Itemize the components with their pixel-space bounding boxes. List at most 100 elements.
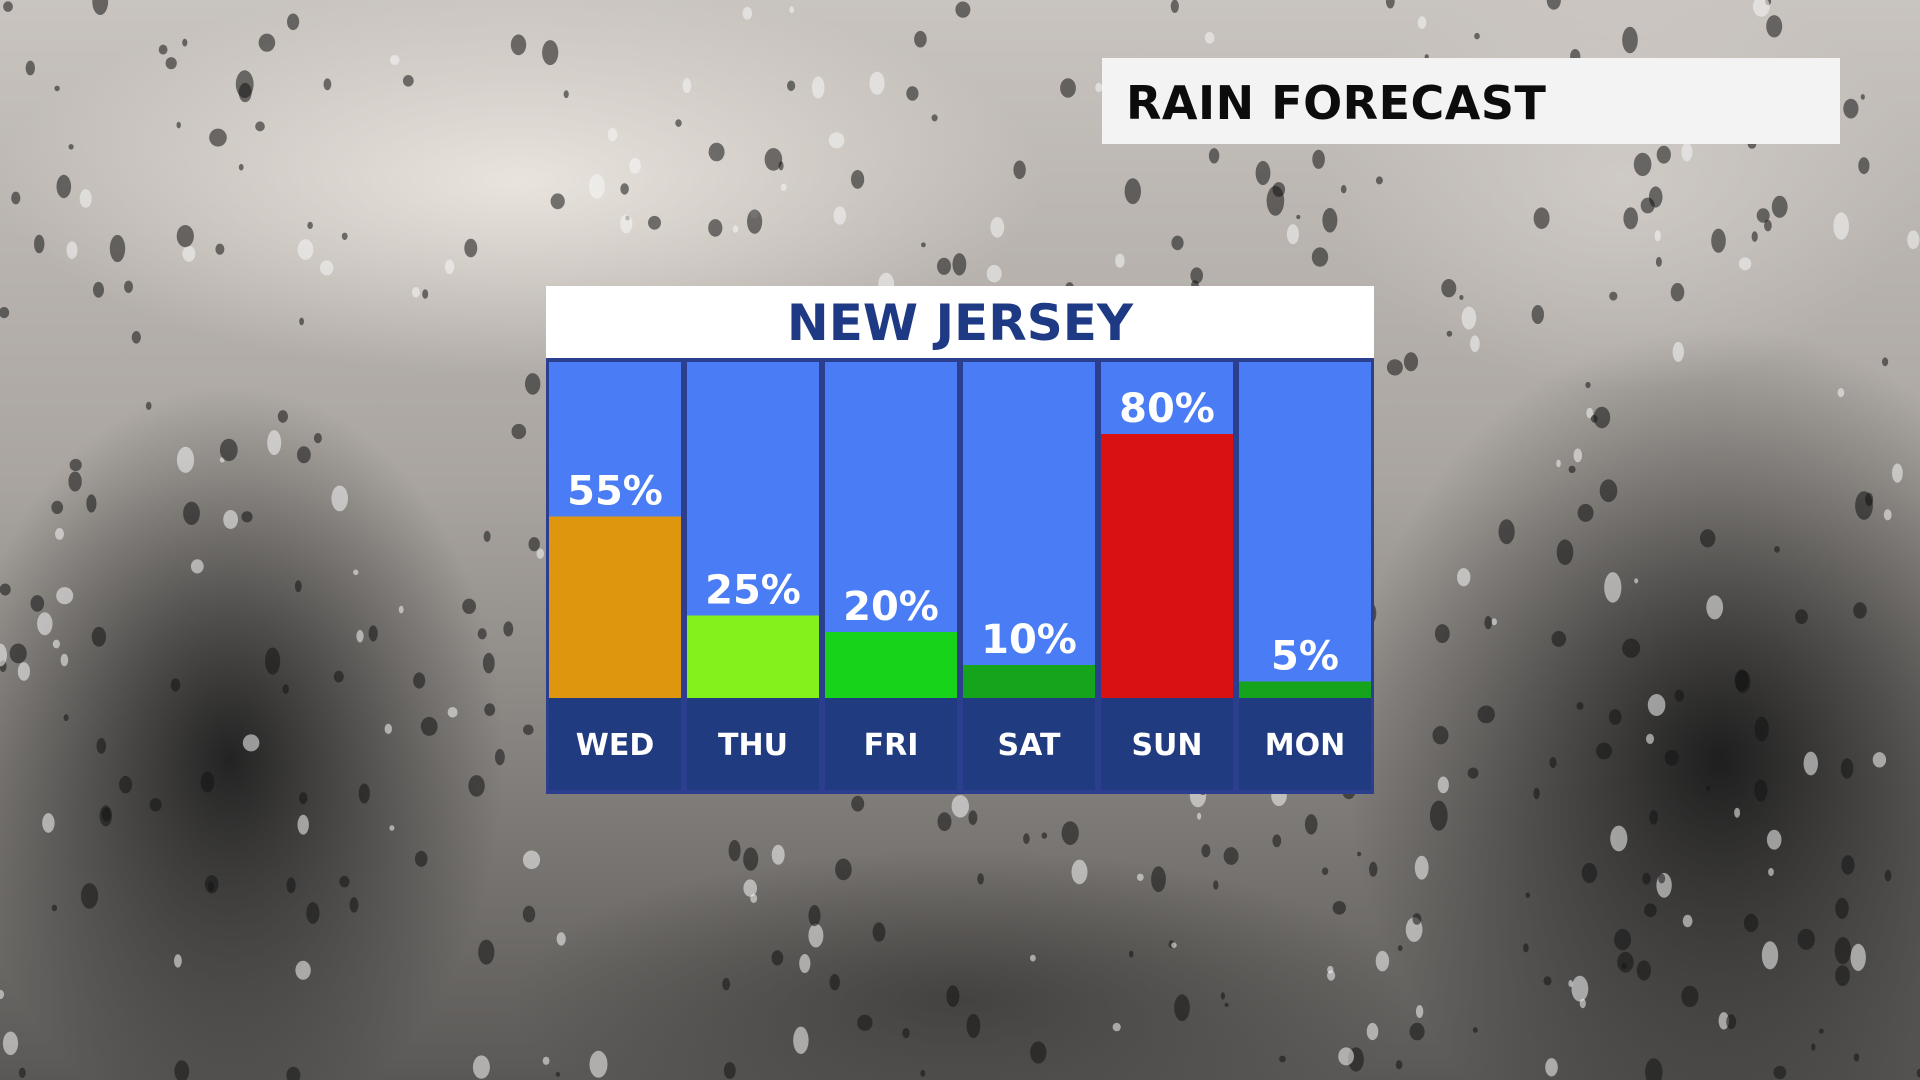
raindrop <box>353 569 359 576</box>
raindrop <box>1718 1012 1730 1030</box>
raindrop <box>828 132 845 149</box>
raindrop <box>1171 942 1177 948</box>
raindrop <box>522 850 541 870</box>
raindrop <box>1357 851 1362 857</box>
raindrop <box>555 1072 561 1077</box>
raindrop <box>1835 965 1850 986</box>
raindrop <box>722 977 731 991</box>
day-label: WED <box>576 728 655 763</box>
raindrop <box>149 798 162 812</box>
raindrop <box>1446 330 1453 337</box>
raindrop <box>1556 539 1574 565</box>
raindrop <box>1837 388 1845 398</box>
raindrop <box>265 647 281 675</box>
raindrop <box>1472 1027 1478 1033</box>
bar-value-label: 55% <box>567 469 663 515</box>
column-background <box>1239 362 1371 698</box>
raindrop <box>411 287 420 298</box>
raindrop <box>145 401 152 410</box>
raindrop <box>1609 291 1618 301</box>
raindrop <box>0 989 5 1000</box>
raindrop <box>1803 751 1819 776</box>
raindrop <box>320 260 334 276</box>
raindrop <box>1656 145 1671 164</box>
raindrop <box>937 257 951 275</box>
raindrop <box>1622 638 1641 658</box>
raindrop <box>313 433 322 444</box>
raindrop <box>464 238 478 258</box>
day-strip <box>963 698 1095 790</box>
raindrop <box>1321 867 1329 875</box>
raindrop <box>1734 807 1741 818</box>
raindrop <box>1375 950 1390 972</box>
raindrop <box>1596 742 1612 760</box>
raindrop <box>219 438 238 462</box>
raindrop <box>1581 862 1598 884</box>
raindrop <box>1766 829 1782 850</box>
raindrop <box>1461 306 1477 330</box>
raindrop <box>182 38 188 47</box>
raindrop <box>1853 1053 1860 1062</box>
raindrop <box>30 595 45 612</box>
raindrop <box>902 1028 910 1039</box>
raindrop <box>1655 256 1662 267</box>
bar-value-label: 25% <box>705 568 801 614</box>
raindrop <box>1286 224 1299 245</box>
raindrop <box>1586 407 1594 419</box>
raindrop <box>743 879 757 897</box>
region-title: NEW JERSEY <box>786 294 1134 352</box>
raindrop <box>780 183 787 191</box>
raindrop <box>1681 143 1693 162</box>
raindrop <box>1670 283 1685 302</box>
raindrop <box>1850 943 1866 972</box>
raindrop <box>1255 160 1271 186</box>
raindrop <box>1840 758 1854 779</box>
raindrop <box>79 189 92 208</box>
raindrop <box>86 494 97 513</box>
bar-value-label: 5% <box>1271 634 1339 680</box>
raindrop <box>937 812 952 832</box>
raindrop <box>986 264 1002 283</box>
raindrop <box>542 40 559 66</box>
raindrop <box>1223 847 1239 865</box>
chart-area: 55% WED 25% THU 20% FRI 10% SAT 80% SUN 5% MON <box>546 358 1374 794</box>
raindrop <box>833 206 847 225</box>
raindrop <box>477 628 487 640</box>
raindrop <box>1599 479 1618 503</box>
raindrop <box>525 373 541 395</box>
raindrop <box>1916 1068 1920 1078</box>
raindrop <box>556 932 566 946</box>
raindrop <box>728 839 741 862</box>
raindrop <box>914 30 927 48</box>
raindrop <box>299 317 304 326</box>
raindrop <box>789 6 795 14</box>
bar <box>687 615 819 698</box>
raindrop <box>204 875 219 894</box>
raindrop <box>286 1066 301 1080</box>
raindrop <box>9 643 27 664</box>
raindrop <box>1213 880 1219 890</box>
raindrop <box>238 82 252 103</box>
raindrop <box>482 652 495 674</box>
raindrop <box>1647 694 1666 716</box>
raindrop <box>951 795 969 818</box>
raindrop <box>1642 872 1651 885</box>
raindrop <box>176 446 195 473</box>
raindrop <box>1272 182 1286 197</box>
raindrop <box>215 243 225 255</box>
raindrop <box>295 960 311 980</box>
raindrop <box>1386 359 1403 376</box>
raindrop <box>1860 94 1865 100</box>
raindrop <box>1279 1055 1286 1063</box>
raindrop <box>1417 16 1427 29</box>
raindrop <box>1412 913 1422 925</box>
raindrop <box>1617 951 1634 973</box>
raindrop <box>620 183 629 195</box>
raindrop <box>1491 618 1497 626</box>
raindrop <box>413 672 426 689</box>
raindrop <box>1115 253 1125 268</box>
raindrop <box>299 792 308 805</box>
raindrop <box>306 902 320 924</box>
raindrop <box>389 55 400 65</box>
raindrop <box>747 209 763 234</box>
